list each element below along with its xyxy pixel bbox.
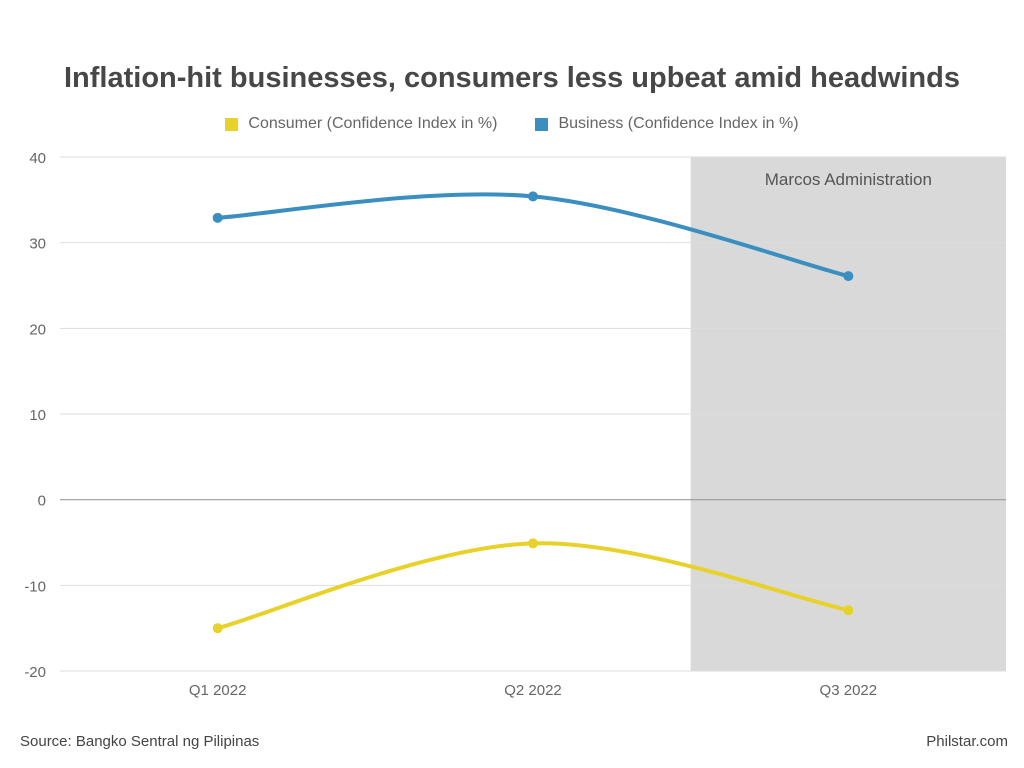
data-point-business <box>528 191 538 202</box>
y-tick-label: -20 <box>24 664 46 681</box>
legend-swatch-business <box>535 117 549 131</box>
legend-label-consumer: Consumer (Confidence Index in %) <box>248 115 498 132</box>
legend-item-business: Business (Confidence Index in %) <box>535 115 799 133</box>
legend-item-consumer: Consumer (Confidence Index in %) <box>225 115 497 133</box>
y-tick-label: 0 <box>38 493 46 510</box>
x-tick-label: Q1 2022 <box>189 682 247 699</box>
y-tick-label: 10 <box>29 407 46 424</box>
legend-label-business: Business (Confidence Index in %) <box>558 115 799 132</box>
y-tick-label: -10 <box>24 578 46 595</box>
legend-swatch-consumer <box>225 117 239 131</box>
data-point-consumer <box>528 538 538 549</box>
chart-legend: Consumer (Confidence Index in %) Busines… <box>0 115 1024 133</box>
y-tick-label: 30 <box>29 236 46 253</box>
data-point-business <box>843 271 854 282</box>
y-tick-label: 40 <box>29 150 46 167</box>
shaded-region-label: Marcos Administration <box>765 170 932 189</box>
source-note: Source: Bangko Sentral ng Pilipinas <box>20 733 260 750</box>
data-point-consumer <box>212 623 223 634</box>
chart-title: Inflation-hit businesses, consumers less… <box>64 62 960 94</box>
publisher-credit: Philstar.com <box>926 733 1008 750</box>
x-tick-label: Q3 2022 <box>820 682 878 699</box>
data-point-business <box>212 212 223 223</box>
x-tick-label: Q2 2022 <box>504 682 562 699</box>
y-tick-label: 20 <box>29 321 46 338</box>
data-point-consumer <box>843 605 854 616</box>
